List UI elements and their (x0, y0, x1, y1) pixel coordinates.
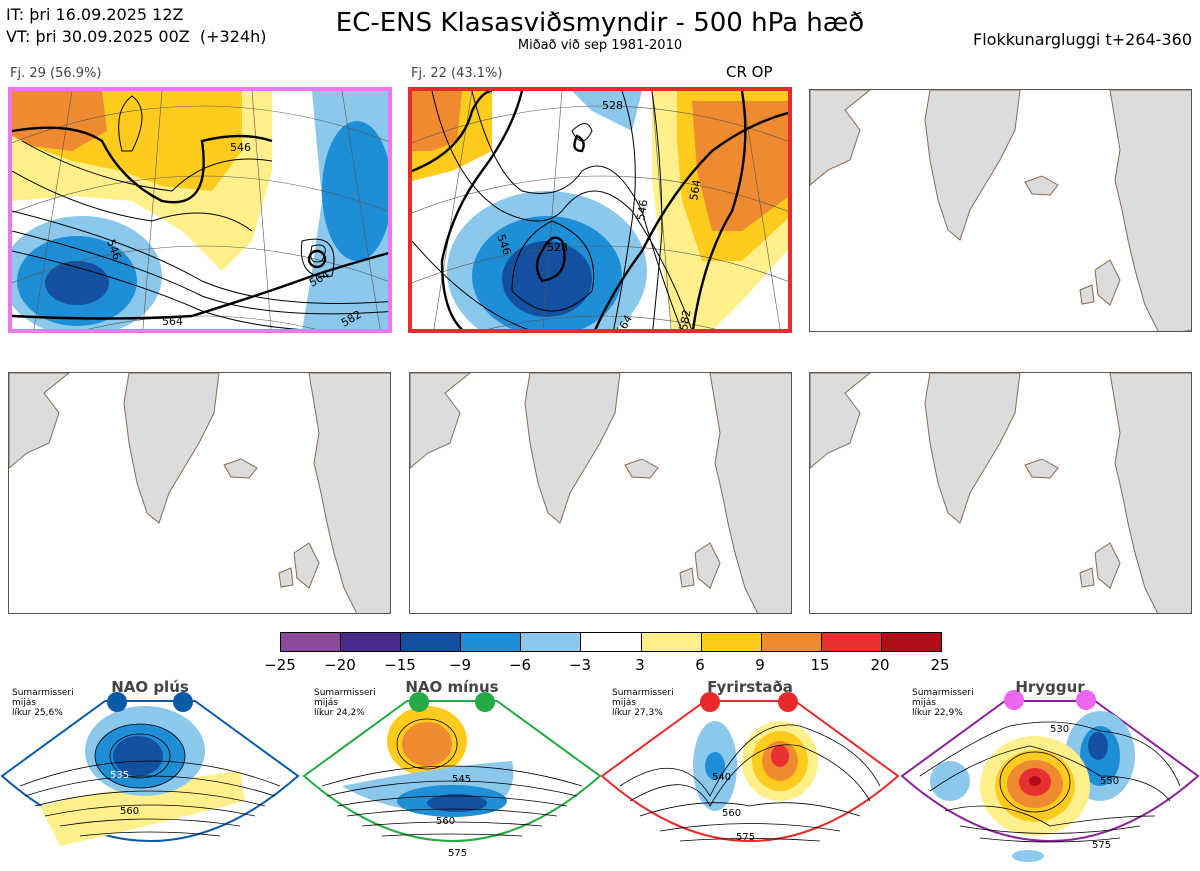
regime-contour-label: 560 (722, 808, 741, 819)
regime-contour-label: 535 (110, 770, 129, 781)
regime-info: Sumarmisseri mijás líkur 24,2% (314, 688, 376, 718)
regime-contour-label: 530 (1050, 724, 1069, 735)
regime-contour-label: 545 (452, 774, 471, 785)
colorbar-swatch (821, 633, 882, 651)
cluster-2-anomaly-field: 528 528 546 546 564 564 582 (412, 91, 788, 332)
page-subtitle: Miðað við sep 1981-2010 (517, 38, 683, 53)
colorbar-tick-label: 9 (755, 656, 765, 674)
classification-window: Flokkunargluggi t+264-360 (973, 30, 1192, 49)
regime-nao-minus: 545 560 575 NAO mínus Sumarmisseri mijás l… (302, 676, 602, 871)
regime-contour-label: 575 (1092, 840, 1111, 851)
regime-contour-label: 575 (448, 848, 467, 859)
colorbar-swatch (461, 633, 522, 651)
cluster-2-map: 528 528 546 546 564 564 582 (408, 87, 792, 333)
colorbar-tick-label: 6 (695, 656, 705, 674)
colorbar-ticks: −25 −20 −15 −9 −6 −3 3 6 9 15 20 25 (260, 656, 960, 676)
init-time: IT: þri 16.09.2025 12Z (6, 5, 184, 24)
regime-contour-label: 575 (736, 832, 755, 843)
cluster-1-contour-label: 546 (230, 141, 251, 154)
regime-marker (778, 692, 798, 712)
page-title: EC-ENS Klasasviðsmyndir - 500 hPa hæð (335, 8, 865, 38)
empty-map-panel (409, 372, 792, 614)
colorbar-swatch (401, 633, 462, 651)
colorbar-tick-label: −20 (324, 656, 356, 674)
colorbar-swatch (881, 633, 942, 651)
empty-map-panel (8, 372, 391, 614)
colorbar-swatch (521, 633, 582, 651)
colorbar-swatch (341, 633, 402, 651)
colorbar-tick-label: 3 (635, 656, 645, 674)
colorbar-tick-label: −25 (264, 656, 296, 674)
regime-title: Hryggur (1015, 678, 1085, 696)
colorbar-tick-label: 20 (870, 656, 890, 674)
regime-marker (1004, 690, 1024, 710)
regime-marker (1076, 690, 1096, 710)
regime-info: Sumarmisseri mijás líkur 22,9% (912, 688, 974, 718)
regime-marker (173, 692, 193, 712)
regime-title: NAO mínus (405, 678, 499, 696)
cluster-1-map: 546 546 564 564 582 (8, 87, 392, 333)
regime-marker (700, 692, 720, 712)
regime-blocking: 540 560 575 Fyrirstaða Sumarmisseri mijás… (600, 676, 900, 871)
empty-map-panel (809, 89, 1192, 332)
cluster-2-contour-label: 582 (677, 309, 693, 332)
regime-info: Sumarmisseri mijás líkur 27,3% (612, 688, 674, 718)
regime-title: NAO plús (111, 678, 189, 696)
colorbar-swatch (701, 633, 762, 651)
colorbar-tick-label: 25 (930, 656, 950, 674)
colorbar (280, 632, 942, 652)
cluster-2-contour-label: 528 (602, 99, 623, 112)
valid-time: VT: þri 30.09.2025 00Z (+324h) (6, 27, 267, 46)
regime-marker (475, 692, 495, 712)
regime-marker (409, 692, 429, 712)
regime-contour-label: 560 (120, 806, 139, 817)
colorbar-swatch (581, 633, 642, 651)
regime-title: Fyrirstaða (707, 678, 793, 696)
regime-nao-plus: 535 560 NAO plús Sumarmisseri mijás líkur … (0, 676, 300, 871)
cluster-1-label: Fj. 29 (56.9%) (10, 66, 102, 81)
cluster-2-contour-label: 546 (634, 199, 650, 222)
colorbar-tick-label: 15 (810, 656, 830, 674)
cluster-1-contour-label: 564 (162, 315, 183, 328)
cluster-1-anomaly-field: 546 546 564 564 582 (12, 91, 388, 329)
empty-map-panel (809, 372, 1192, 614)
regime-info: Sumarmisseri mijás líkur 25,6% (12, 688, 74, 718)
cluster-2-contour-label: 564 (687, 179, 703, 202)
colorbar-tick-label: −6 (508, 656, 532, 674)
colorbar-swatch (281, 633, 342, 651)
colorbar-swatch (761, 633, 822, 651)
regime-contour-label: 560 (436, 816, 455, 827)
colorbar-tick-label: −9 (448, 656, 472, 674)
colorbar-swatch (641, 633, 702, 651)
cluster-2-badge: CR OP (726, 63, 773, 81)
regime-contour-label: 540 (712, 772, 731, 783)
colorbar-tick-label: −15 (384, 656, 416, 674)
colorbar-tick-label: −3 (568, 656, 592, 674)
regime-contour-label: 550 (1100, 776, 1119, 787)
cluster-2-contour-label: 528 (547, 241, 568, 254)
cluster-2-label: Fj. 22 (43.1%) (411, 66, 503, 81)
regime-ridge: 530 550 575 Hryggur Sumarmisseri mijás lík… (900, 676, 1200, 871)
regime-marker (107, 692, 127, 712)
